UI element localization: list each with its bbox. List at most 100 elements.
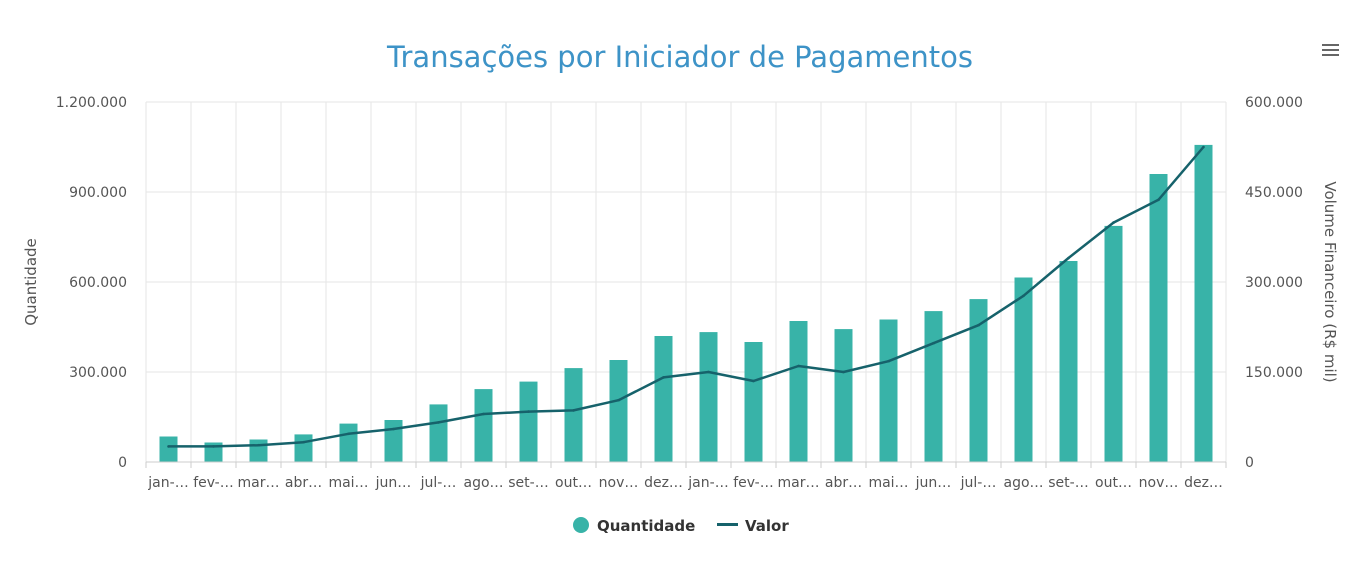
point-valor	[482, 412, 485, 416]
x-axis-tick-label: jul-…	[420, 475, 457, 491]
point-valor	[392, 427, 395, 431]
bar-quantidade	[969, 299, 988, 462]
point-valor	[527, 410, 530, 413]
y-axis-left-title: Quantidade	[22, 238, 40, 326]
point-valor	[257, 443, 260, 447]
x-axis-tick-label: ago…	[1003, 475, 1043, 491]
x-axis-tick-label: abr…	[825, 475, 862, 491]
point-valor	[302, 440, 305, 444]
y-axis-left-tick-label: 1.200.000	[56, 95, 127, 111]
bar-quantidade	[744, 342, 763, 462]
bar-quantidade	[1014, 277, 1033, 462]
point-valor	[167, 445, 170, 448]
legend-label-valor: Valor	[745, 517, 789, 535]
bar-quantidade	[249, 439, 268, 462]
x-axis-tick-label: ago…	[463, 475, 503, 491]
bar-quantidade	[429, 404, 448, 462]
y-axis-right-tick-label: 300.000	[1245, 275, 1303, 291]
y-axis-right-tick-label: 0	[1245, 455, 1254, 471]
bar-quantidade	[699, 332, 718, 462]
line-series-valor	[167, 145, 1205, 448]
point-valor	[797, 364, 800, 368]
bar-quantidade	[474, 389, 493, 462]
point-valor	[212, 445, 215, 448]
x-axis-tick-label: dez…	[644, 475, 683, 491]
bar-quantidade	[339, 423, 358, 462]
hamburger-menu-icon[interactable]	[1322, 44, 1339, 56]
x-axis-tick-label: nov…	[599, 475, 639, 491]
point-valor	[1112, 221, 1115, 224]
bar-quantidade	[384, 420, 403, 462]
legend-marker-line	[717, 523, 738, 526]
point-valor	[437, 421, 440, 424]
legend-marker-circle	[573, 517, 589, 533]
point-valor	[1157, 198, 1160, 202]
chart-title: Transações por Iniciador de Pagamentos	[386, 40, 973, 74]
x-axis-tick-label: abr…	[285, 475, 322, 491]
bar-quantidade	[1194, 144, 1213, 462]
bar-quantidade	[519, 381, 538, 462]
legend-item-quantidade[interactable]: Quantidade	[573, 517, 695, 535]
y-axis-right-title: Volume Financeiro (R$ mil)	[1321, 181, 1339, 382]
bar-quantidade	[609, 360, 628, 462]
point-valor	[932, 341, 935, 345]
x-axis-tick-label: jan-…	[147, 475, 188, 491]
x-axis-tick-label: set-…	[1048, 475, 1088, 491]
x-axis-tick-label: fev-…	[733, 475, 774, 491]
bar-quantidade	[1104, 225, 1123, 462]
x-axis-tick-label: mai…	[868, 475, 908, 491]
x-axis-tick-label: mar…	[778, 475, 820, 491]
x-axis-tick-label: fev-…	[193, 475, 234, 491]
point-valor	[347, 432, 350, 436]
bar-quantidade	[879, 319, 898, 462]
x-axis-tick-label: out…	[555, 475, 592, 491]
hamburger-line	[1322, 49, 1339, 51]
x-axis-tick-label: jun…	[375, 475, 412, 491]
point-valor	[707, 370, 710, 374]
bar-quantidade	[834, 329, 853, 462]
point-valor	[887, 359, 890, 363]
x-axis-tick-label: dez…	[1184, 475, 1223, 491]
x-axis-tick-label: set-…	[508, 475, 548, 491]
x-axis-tick-label: mar…	[238, 475, 280, 491]
bar-quantidade	[159, 436, 178, 462]
point-valor	[572, 409, 575, 412]
point-valor	[617, 398, 620, 402]
point-valor	[1202, 145, 1205, 149]
y-axis-left-tick-label: 600.000	[69, 275, 127, 291]
bar-quantidade	[1059, 261, 1078, 462]
y-axis-right-tick-label: 600.000	[1245, 95, 1303, 111]
x-axis-tick-label: out…	[1095, 475, 1132, 491]
x-axis-tick-label: mai…	[328, 475, 368, 491]
point-valor	[842, 370, 845, 374]
point-valor	[1022, 294, 1025, 298]
grid-lines	[145, 101, 1227, 463]
point-valor	[752, 379, 755, 383]
bar-quantidade	[924, 311, 943, 462]
legend: Quantidade Valor	[573, 517, 789, 535]
bar-quantidade	[654, 336, 673, 462]
x-axis-tick-label: nov…	[1139, 475, 1179, 491]
bar-quantidade	[564, 368, 583, 462]
bar-quantidade	[789, 321, 808, 462]
point-valor	[662, 376, 665, 379]
y-axis-left-tick-label: 900.000	[69, 185, 127, 201]
x-axis-tick-label: jun…	[915, 475, 952, 491]
menu-button[interactable]	[1316, 36, 1346, 64]
y-axis-right-tick-label: 150.000	[1245, 365, 1303, 381]
y-axis-left-tick-label: 0	[118, 455, 127, 471]
hamburger-line	[1322, 54, 1339, 56]
legend-label-quantidade: Quantidade	[597, 517, 695, 535]
y-axis-right-tick-label: 450.000	[1245, 185, 1303, 201]
point-valor	[1067, 256, 1070, 260]
bar-quantidade	[294, 434, 313, 462]
legend-item-valor[interactable]: Valor	[717, 517, 789, 535]
point-valor	[977, 323, 980, 327]
hamburger-line	[1322, 44, 1339, 46]
y-axis-left-tick-label: 300.000	[69, 365, 127, 381]
axes: 0 300.000 600.000 900.000 1.200.000 0 150.000 3…	[56, 95, 1303, 491]
x-axis-tick-label: jul-…	[960, 475, 997, 491]
line-valor	[168, 146, 1205, 448]
